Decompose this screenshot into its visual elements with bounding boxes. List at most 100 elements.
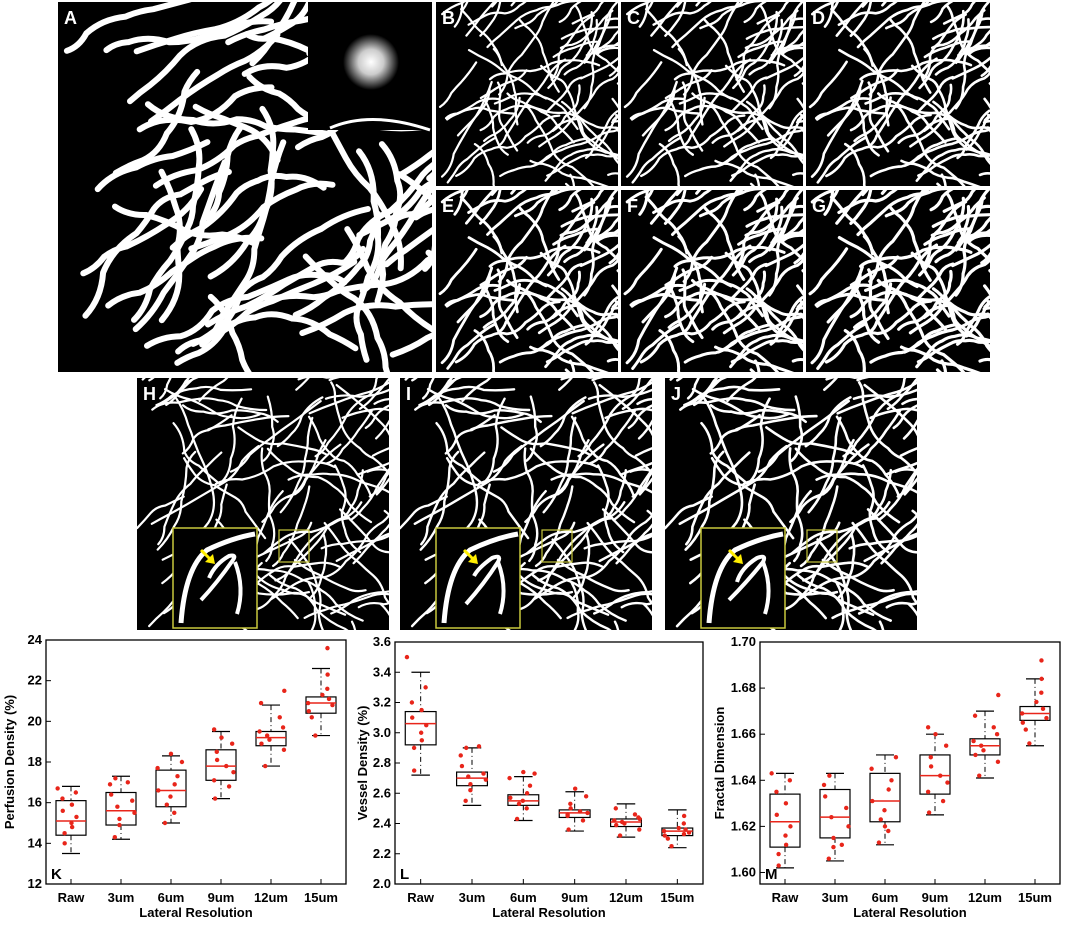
data-point [829, 814, 834, 820]
data-point [1039, 676, 1044, 682]
x-tick-label: 12um [609, 890, 643, 905]
vessel-path [825, 113, 932, 178]
vessel-path [730, 339, 803, 364]
data-point [521, 769, 526, 775]
data-point [313, 733, 318, 738]
data-point [306, 708, 311, 714]
vessel-path [579, 243, 618, 267]
data-point [788, 824, 793, 829]
vessel-path [341, 407, 389, 419]
x-tick-label: 12um [968, 890, 1002, 905]
vessel-image-d [808, 2, 990, 186]
vessel-path [343, 161, 432, 264]
data-point [326, 696, 332, 702]
data-point [527, 783, 533, 788]
data-point [568, 806, 573, 811]
vessel-path [910, 251, 968, 337]
vessel-image-a [63, 2, 432, 372]
data-point [827, 773, 832, 778]
vessel-path [831, 592, 917, 620]
data-point [844, 805, 849, 811]
x-tick-label: 15um [304, 890, 338, 905]
vessel-path [954, 2, 990, 64]
vessel-path [907, 602, 917, 617]
vessel-path [810, 190, 837, 204]
data-point [464, 745, 469, 751]
vessel-path [658, 329, 681, 372]
vessel-path [239, 625, 248, 630]
vessel-path [667, 282, 707, 329]
vessel-path [897, 117, 953, 144]
data-point [572, 786, 578, 791]
vessel-path [383, 227, 432, 268]
x-axis-label: Lateral Resolution [139, 905, 252, 920]
vessel-path [152, 113, 331, 189]
vessel-path [580, 56, 618, 80]
vessel-path [314, 378, 379, 458]
vessel-path [748, 18, 784, 76]
vessel-path [613, 620, 620, 630]
vessel-path [542, 416, 577, 514]
data-point [1034, 699, 1039, 705]
data-point [565, 812, 570, 817]
vessel-path [172, 422, 220, 484]
x-tick-label: 9um [208, 890, 235, 905]
data-point [282, 688, 287, 694]
data-point [264, 733, 270, 738]
vessel-path [948, 114, 990, 130]
vessel-path [473, 143, 495, 186]
vessel-path [576, 301, 618, 317]
vessel-path [148, 31, 281, 125]
vessel-path [757, 399, 850, 473]
data-point [882, 808, 887, 813]
inset-vessel-branch [761, 561, 771, 615]
vessel-path [797, 513, 917, 601]
vessel-path [986, 300, 990, 307]
vessel-path [353, 148, 382, 363]
data-point [62, 830, 67, 836]
vessel-path [560, 26, 618, 40]
vessel-path [644, 7, 688, 67]
vessel-path [302, 253, 391, 372]
vessel-path [612, 467, 652, 522]
vessel-path [778, 300, 803, 338]
vessel-path [954, 10, 984, 110]
vessel-path [323, 522, 389, 605]
panel-f: F [621, 190, 803, 372]
vessel-path [479, 2, 502, 37]
vessel-path [204, 245, 366, 328]
vessel-path [593, 590, 652, 615]
vessel-path [404, 378, 410, 381]
vessel-path [565, 182, 570, 186]
panel-label-f: F [627, 196, 638, 216]
data-point [577, 809, 583, 814]
vessel-path [564, 368, 571, 372]
vessel-path [811, 2, 837, 16]
vessel-path [948, 301, 990, 317]
vessel-path [652, 48, 733, 100]
vessel-path [676, 378, 683, 382]
vessel-path [768, 2, 803, 64]
arrow-icon [468, 554, 478, 564]
vessel-path [506, 92, 581, 120]
vessel-path [901, 397, 917, 406]
zoom-source-box [806, 529, 838, 563]
vessel-path [868, 2, 926, 96]
data-point [74, 814, 79, 820]
vessel-path [422, 378, 435, 400]
vessel-path [514, 190, 576, 218]
vessel-path [627, 404, 652, 430]
vessel-path [620, 601, 652, 609]
vessel-path [876, 278, 954, 307]
vessel-path [915, 333, 990, 369]
vessel-path [498, 323, 588, 364]
vessel-path [686, 378, 700, 400]
vessel-path [486, 190, 559, 236]
y-tick-label: 1.62 [731, 818, 756, 833]
vessel-path [544, 333, 618, 369]
vessel-path [650, 2, 681, 37]
vessel-path [808, 60, 848, 109]
panel-label-i: I [406, 384, 412, 404]
vessel-path [506, 279, 582, 307]
data-point [612, 818, 617, 823]
